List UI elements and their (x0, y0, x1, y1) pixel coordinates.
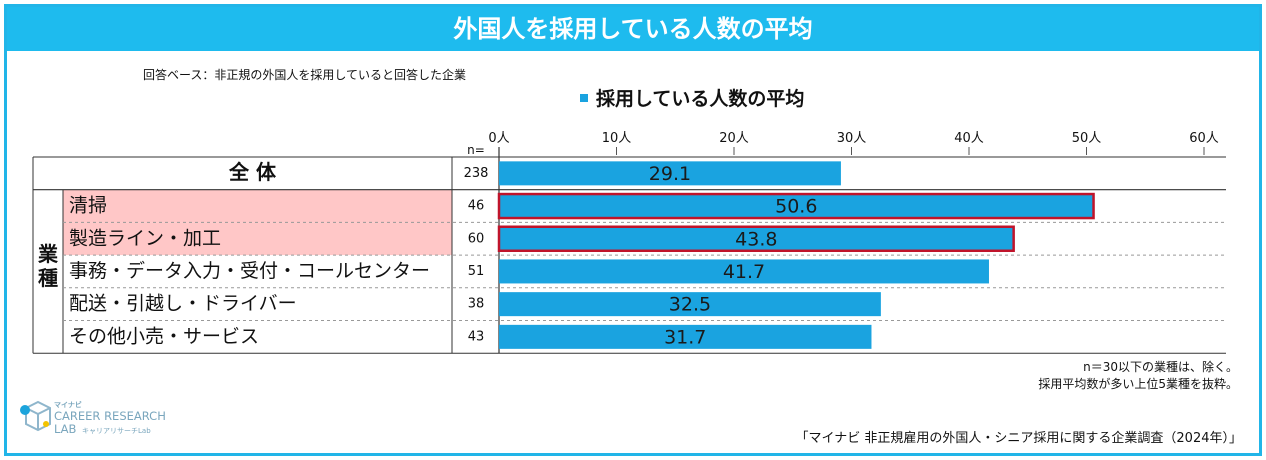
row-label: 事務・データ入力・受付・コールセンター (69, 260, 430, 282)
x-tick-label: 10人 (602, 131, 632, 146)
logo-sub: キャリアリサーチLab (82, 427, 151, 435)
x-tick-label: 50人 (1072, 131, 1102, 146)
bar (499, 324, 872, 349)
bar (499, 161, 841, 186)
base-note: 回答ベース：非正規の外国人を採用していると回答した企業 (143, 68, 467, 82)
bar-value-label: 41.7 (723, 261, 765, 283)
legend-swatch (580, 93, 588, 102)
bar (499, 259, 989, 284)
x-tick-label: 60人 (1189, 131, 1219, 146)
x-tick-label: 20人 (719, 131, 749, 146)
group-label-char: 種 (38, 266, 58, 290)
bar-value-label: 43.8 (735, 228, 777, 250)
bar (497, 225, 1015, 252)
row-highlight-bg (63, 222, 452, 256)
row-n-value: 51 (468, 264, 485, 279)
row-n-value: 60 (468, 231, 485, 246)
legend-label: 採用している人数の平均 (596, 88, 805, 110)
n-header: n= (467, 143, 485, 157)
source-note: 「マイナビ 非正規雇用の外国人・シニア採用に関する企業調査（2024年）」 (795, 431, 1242, 446)
x-tick-label: 30人 (837, 131, 867, 146)
row-label: 配送・引越し・ドライバー (69, 293, 297, 315)
logo-main2: LAB (54, 422, 77, 436)
logo-main1: CAREER RESEARCH (54, 409, 166, 423)
x-tick-label: 40人 (954, 131, 984, 146)
row-label: 清掃 (69, 195, 107, 217)
career-research-lab-logo: マイナビ CAREER RESEARCH LAB キャリアリサーチLab (20, 400, 166, 436)
row-highlight-bg (63, 189, 452, 223)
chart-title: 外国人を採用している人数の平均 (7, 7, 1259, 51)
row-label-total: 全 体 (228, 160, 277, 184)
row-n-value: 46 (468, 199, 485, 214)
bar (499, 292, 881, 317)
bar-value-label: 29.1 (649, 163, 691, 185)
row-n-value: 38 (468, 297, 485, 312)
row-n-value: 43 (468, 329, 485, 344)
group-label-char: 業 (38, 242, 59, 266)
logo-small: マイナビ (54, 400, 82, 409)
logo-cube-icon (20, 400, 51, 432)
row-label: 製造ライン・加工 (69, 227, 221, 249)
bar-value-label: 32.5 (669, 294, 711, 316)
bar (497, 192, 1095, 220)
footnote-selection: 採用平均数が多い上位5業種を抜粋。 (1038, 377, 1238, 391)
x-tick-label: 0人 (488, 131, 509, 146)
bar-value-label: 50.6 (775, 196, 817, 218)
bar-value-label: 31.7 (664, 326, 706, 348)
footnote-threshold: n＝30以下の業種は、除く。 (1083, 360, 1238, 374)
row-n-value: 238 (464, 166, 489, 181)
legend: 採用している人数の平均 (580, 84, 804, 111)
row-label: その他小売・サービス (69, 325, 259, 347)
